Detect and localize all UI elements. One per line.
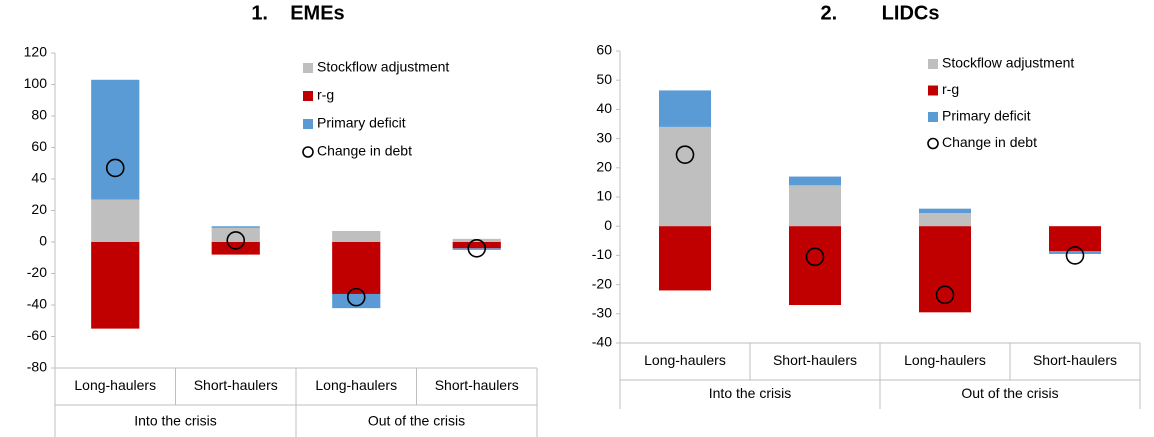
- change-marker: [467, 239, 487, 258]
- change-marker: [935, 285, 955, 305]
- bar: [659, 226, 711, 291]
- y-tick-label: -20: [27, 264, 47, 280]
- change-marker: [1065, 246, 1085, 265]
- group-label: Into the crisis: [709, 385, 791, 401]
- bar: [659, 90, 711, 127]
- y-tick-label: 40: [596, 100, 612, 116]
- y-tick-label: 30: [596, 129, 612, 145]
- y-tick-label: 120: [24, 44, 48, 60]
- change-marker: [346, 287, 366, 307]
- x-tick-label: Short-haulers: [194, 377, 278, 393]
- y-tick-label: 10: [596, 188, 612, 204]
- bar: [91, 242, 140, 329]
- change-marker: [805, 247, 825, 267]
- y-tick-label: 20: [31, 201, 47, 217]
- y-tick-label: -60: [27, 327, 47, 343]
- group-label: Out of the crisis: [368, 413, 465, 429]
- bar: [211, 227, 260, 242]
- legend-label: Stockflow adjustment: [942, 55, 1074, 71]
- bar: [91, 199, 140, 242]
- change-marker: [226, 231, 246, 250]
- y-tick-label: 40: [31, 170, 47, 186]
- legend-swatch: [303, 63, 313, 73]
- bar: [91, 79, 140, 200]
- y-tick-label: 60: [31, 138, 47, 154]
- y-tick-label: -20: [592, 275, 612, 291]
- bar: [211, 226, 260, 228]
- x-tick-label: Long-haulers: [315, 377, 397, 393]
- bar: [452, 248, 501, 250]
- legend-label: r-g: [942, 81, 959, 97]
- legend-label: Stockflow adjustment: [317, 59, 449, 75]
- x-tick-label: Long-haulers: [644, 352, 726, 368]
- legend-swatch: [303, 91, 313, 101]
- group-label: Out of the crisis: [961, 385, 1058, 401]
- legend-swatch: [928, 59, 938, 69]
- legend-marker: [302, 146, 314, 158]
- bar: [452, 242, 501, 249]
- bar: [332, 242, 381, 294]
- bar: [332, 293, 381, 309]
- legend-swatch: [303, 119, 313, 129]
- y-tick-label: 0: [604, 217, 612, 233]
- x-tick-label: Long-haulers: [74, 377, 156, 393]
- chart-title: 1. EMEs: [251, 2, 344, 24]
- y-tick-label: 50: [596, 71, 612, 87]
- bar: [332, 230, 381, 242]
- y-tick-label: -40: [592, 334, 612, 350]
- y-tick-label: 80: [31, 107, 47, 123]
- bar: [919, 208, 971, 214]
- bar: [919, 226, 971, 313]
- legend-swatch: [928, 112, 938, 122]
- x-tick-label: Long-haulers: [904, 352, 986, 368]
- y-tick-label: 100: [24, 75, 48, 91]
- bar: [789, 185, 841, 227]
- legend-label: Primary deficit: [942, 108, 1031, 124]
- change-marker: [675, 145, 695, 164]
- y-tick-label: 20: [596, 159, 612, 175]
- y-tick-label: -30: [592, 305, 612, 321]
- legend-label: Change in debt: [942, 134, 1037, 150]
- y-tick-label: 0: [39, 233, 47, 249]
- y-tick-label: 60: [596, 42, 612, 58]
- legend-swatch: [928, 85, 938, 96]
- chart-title: 2. LIDCs: [821, 2, 940, 24]
- bar: [659, 126, 711, 227]
- legend-marker: [927, 137, 939, 150]
- legend-label: r-g: [317, 87, 334, 103]
- y-tick-label: -10: [592, 246, 612, 262]
- bar: [1049, 251, 1101, 254]
- bar: [919, 213, 971, 227]
- x-tick-label: Short-haulers: [1033, 352, 1117, 368]
- y-tick-label: -80: [27, 359, 47, 375]
- bar: [789, 176, 841, 186]
- legend-label: Primary deficit: [317, 115, 406, 131]
- y-tick-label: -40: [27, 296, 47, 312]
- group-label: Into the crisis: [134, 413, 216, 429]
- x-tick-label: Short-haulers: [773, 352, 857, 368]
- change-marker: [105, 158, 125, 178]
- x-tick-label: Short-haulers: [435, 377, 519, 393]
- legend-label: Change in debt: [317, 143, 412, 159]
